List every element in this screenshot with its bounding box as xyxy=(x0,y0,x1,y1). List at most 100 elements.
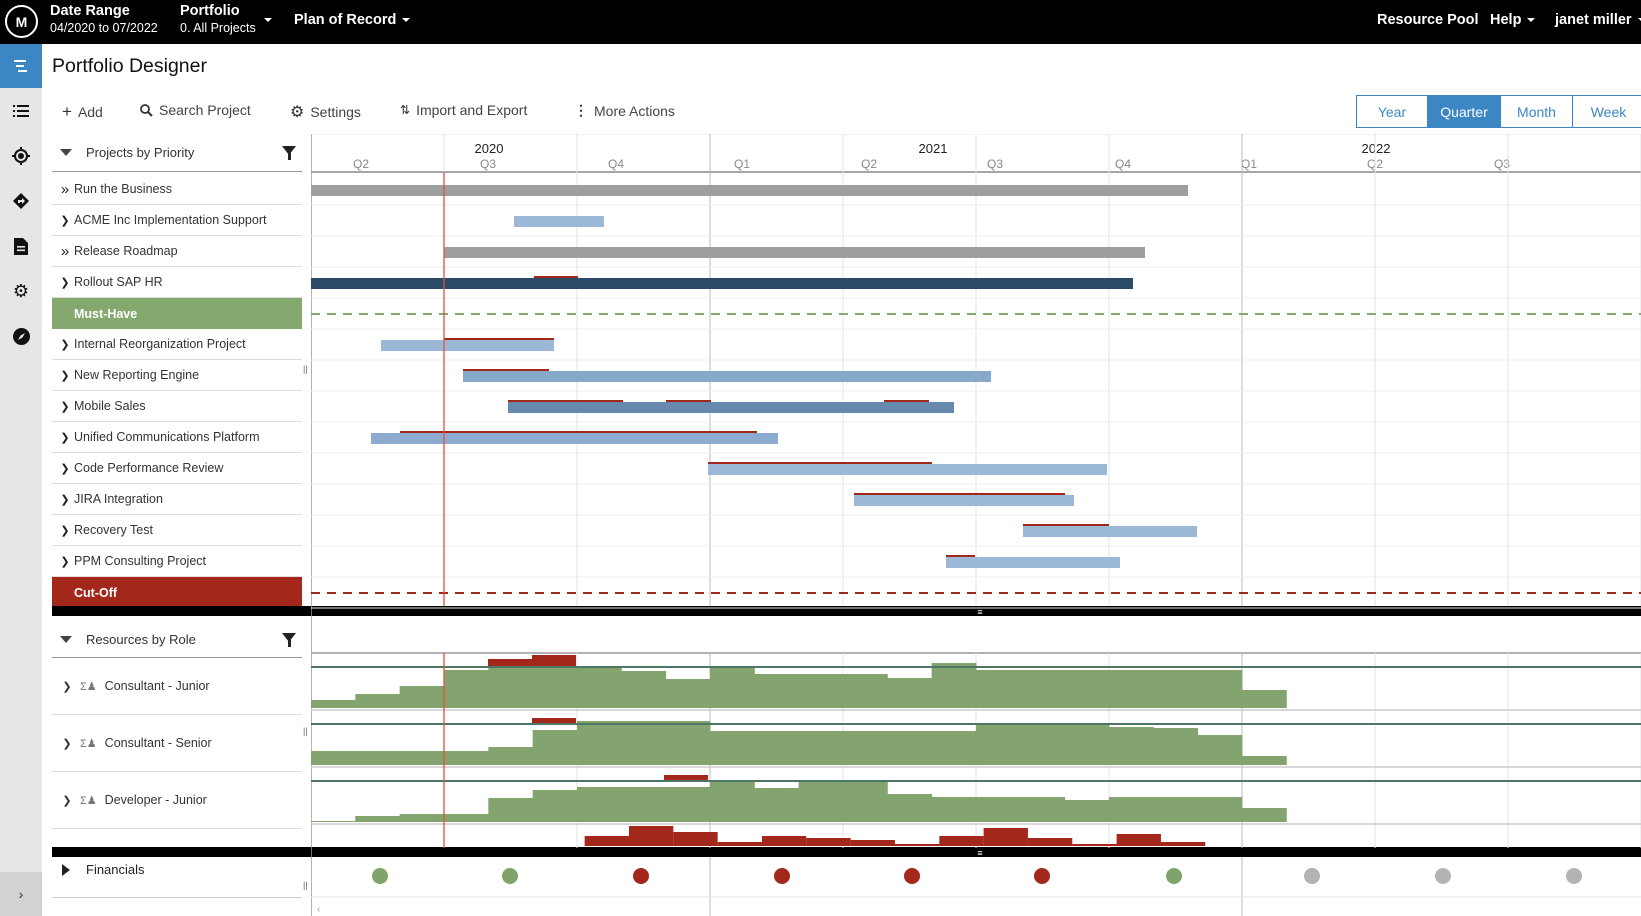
sidebar-item-roadmap[interactable] xyxy=(0,179,42,223)
capacity-histogram-bar xyxy=(709,666,755,708)
financial-status-dot xyxy=(1566,868,1582,884)
capacity-histogram-bar xyxy=(798,674,844,708)
must-have-band[interactable]: Must-Have xyxy=(52,298,302,329)
import-export-button[interactable]: ⇅ Import and Export xyxy=(400,102,527,118)
add-button[interactable]: + Add xyxy=(62,102,103,122)
help-menu[interactable]: Help xyxy=(1490,12,1536,28)
chevron-right-icon[interactable]: ❯ xyxy=(60,493,70,506)
chevron-right-icon[interactable]: ❯ xyxy=(60,369,70,382)
more-actions-button[interactable]: ⋮ More Actions xyxy=(574,102,675,119)
sidebar-item-list[interactable] xyxy=(0,89,42,133)
user-menu[interactable]: janet miller xyxy=(1555,12,1641,28)
capacity-histogram-bar xyxy=(1020,797,1066,822)
project-row[interactable]: » Release Roadmap xyxy=(52,236,302,267)
chevron-right-icon[interactable]: ❯ xyxy=(62,737,72,750)
capacity-histogram-bar xyxy=(311,821,356,822)
capacity-histogram-bar xyxy=(1020,725,1066,765)
scroll-left-arrow[interactable]: ‹ xyxy=(317,904,320,915)
resource-row[interactable]: ❯ Σ♟ Developer - Junior xyxy=(52,772,302,829)
collapse-triangle-icon[interactable] xyxy=(60,149,72,156)
project-row[interactable]: ❯ Unified Communications Platform xyxy=(52,422,302,453)
financials-row-header[interactable]: Financials xyxy=(52,862,145,877)
chevron-right-icon[interactable]: ❯ xyxy=(60,338,70,351)
cut-off-band[interactable]: Cut-Off xyxy=(52,577,302,608)
section-resize-handle[interactable] xyxy=(52,847,1641,857)
sidebar-expand-button[interactable]: › xyxy=(0,872,42,916)
chevron-right-icon[interactable]: ❯ xyxy=(60,555,70,568)
section-resize-handle[interactable] xyxy=(52,606,1641,616)
resource-pool-link[interactable]: Resource Pool xyxy=(1377,12,1479,28)
capacity-histogram-bar xyxy=(1241,690,1287,708)
chevron-right-icon[interactable]: ❯ xyxy=(60,524,70,537)
overallocation-marker xyxy=(1023,524,1109,527)
portfolio-caret-icon[interactable] xyxy=(264,18,272,22)
chevron-right-icon[interactable]: ❯ xyxy=(60,276,70,289)
chevron-right-icon[interactable]: ❯ xyxy=(60,400,70,413)
resource-row[interactable]: ❯ Σ♟ Consultant - Senior xyxy=(52,715,302,772)
settings-label: Settings xyxy=(310,104,361,120)
overallocation-bar xyxy=(532,655,576,667)
project-row[interactable]: ❯ Internal Reorganization Project xyxy=(52,329,302,360)
sidebar-item-settings[interactable]: ⚙ xyxy=(0,269,42,313)
gear-icon: ⚙ xyxy=(290,104,305,121)
filter-icon[interactable] xyxy=(282,146,296,160)
sigma-person-icon: Σ♟ xyxy=(80,680,97,693)
project-row[interactable]: ❯ Rollout SAP HR xyxy=(52,267,302,298)
filter-icon[interactable] xyxy=(282,633,296,647)
column-resize-handle[interactable]: || xyxy=(303,364,308,374)
sidebar-item-portfolio-designer[interactable] xyxy=(0,44,42,88)
search-project-button[interactable]: Search Project xyxy=(140,102,251,118)
demand-bar xyxy=(717,842,762,846)
date-range-selector[interactable]: Date Range 04/2020 to 07/2022 xyxy=(50,3,158,37)
scale-week-button[interactable]: Week xyxy=(1590,103,1627,120)
chevron-right-icon[interactable]: ❯ xyxy=(60,214,70,227)
chevron-right-icon[interactable]: ❯ xyxy=(60,431,70,444)
sidebar-item-document[interactable] xyxy=(0,224,42,268)
resources-by-role-header[interactable]: Resources by Role xyxy=(52,621,302,658)
plan-of-record-menu[interactable]: Plan of Record xyxy=(294,12,411,28)
projects-by-priority-header[interactable]: Projects by Priority xyxy=(52,134,302,172)
project-row[interactable]: ❯ Code Performance Review xyxy=(52,453,302,484)
sidebar-item-target[interactable] xyxy=(0,134,42,178)
grip-icon: ≡ xyxy=(977,848,982,858)
chevron-right-icon[interactable]: ❯ xyxy=(62,680,72,693)
collapse-triangle-icon[interactable] xyxy=(60,635,72,643)
project-row[interactable]: ❯ PPM Consulting Project xyxy=(52,546,302,577)
time-scale-switcher: Year Quarter Month Week xyxy=(1356,95,1641,128)
project-row[interactable]: ❯ ACME Inc Implementation Support xyxy=(52,205,302,236)
project-row[interactable]: ❯ JIRA Integration xyxy=(52,484,302,515)
chevron-right-icon: › xyxy=(18,886,24,902)
project-row[interactable]: ❯ Recovery Test xyxy=(52,515,302,546)
chevron-down-icon xyxy=(1527,18,1536,23)
chevron-right-icon[interactable]: ❯ xyxy=(62,794,72,807)
project-row[interactable]: ❯ New Reporting Engine xyxy=(52,360,302,391)
app-logo[interactable]: M xyxy=(5,5,38,38)
scale-year-button[interactable]: Year xyxy=(1357,96,1428,127)
quarter-label: Q3 xyxy=(987,157,1003,171)
import-export-label: Import and Export xyxy=(416,102,528,118)
column-resize-handle[interactable]: || xyxy=(303,726,308,736)
quarter-label: Q3 xyxy=(480,157,496,171)
capacity-histogram-bar xyxy=(709,782,755,822)
portfolio-selector[interactable]: Portfolio 0. All Projects xyxy=(180,3,256,37)
column-resize-handle[interactable]: || xyxy=(303,880,308,890)
settings-button[interactable]: ⚙ Settings xyxy=(290,102,361,122)
capacity-histogram-bar xyxy=(621,671,667,708)
project-label: Code Performance Review xyxy=(74,461,224,475)
project-row[interactable]: ❯ Mobile Sales xyxy=(52,391,302,422)
scale-quarter-button[interactable]: Quarter xyxy=(1428,96,1501,127)
chevron-right-icon[interactable]: ❯ xyxy=(60,462,70,475)
scale-month-button[interactable]: Month xyxy=(1501,96,1573,127)
project-label: PPM Consulting Project xyxy=(74,554,207,568)
capacity-histogram-bar xyxy=(355,694,401,708)
demand-bar xyxy=(894,844,940,846)
resource-row[interactable]: ❯ Σ♟ Consultant - Junior xyxy=(52,658,302,715)
project-row[interactable]: » Run the Business xyxy=(52,174,302,205)
overallocation-marker xyxy=(444,338,554,341)
double-chevron-icon[interactable]: » xyxy=(60,242,70,260)
expand-triangle-icon[interactable] xyxy=(62,863,70,876)
double-chevron-icon[interactable]: » xyxy=(60,180,70,198)
sidebar-item-explore[interactable] xyxy=(0,314,42,358)
overallocation-bar xyxy=(488,659,532,667)
